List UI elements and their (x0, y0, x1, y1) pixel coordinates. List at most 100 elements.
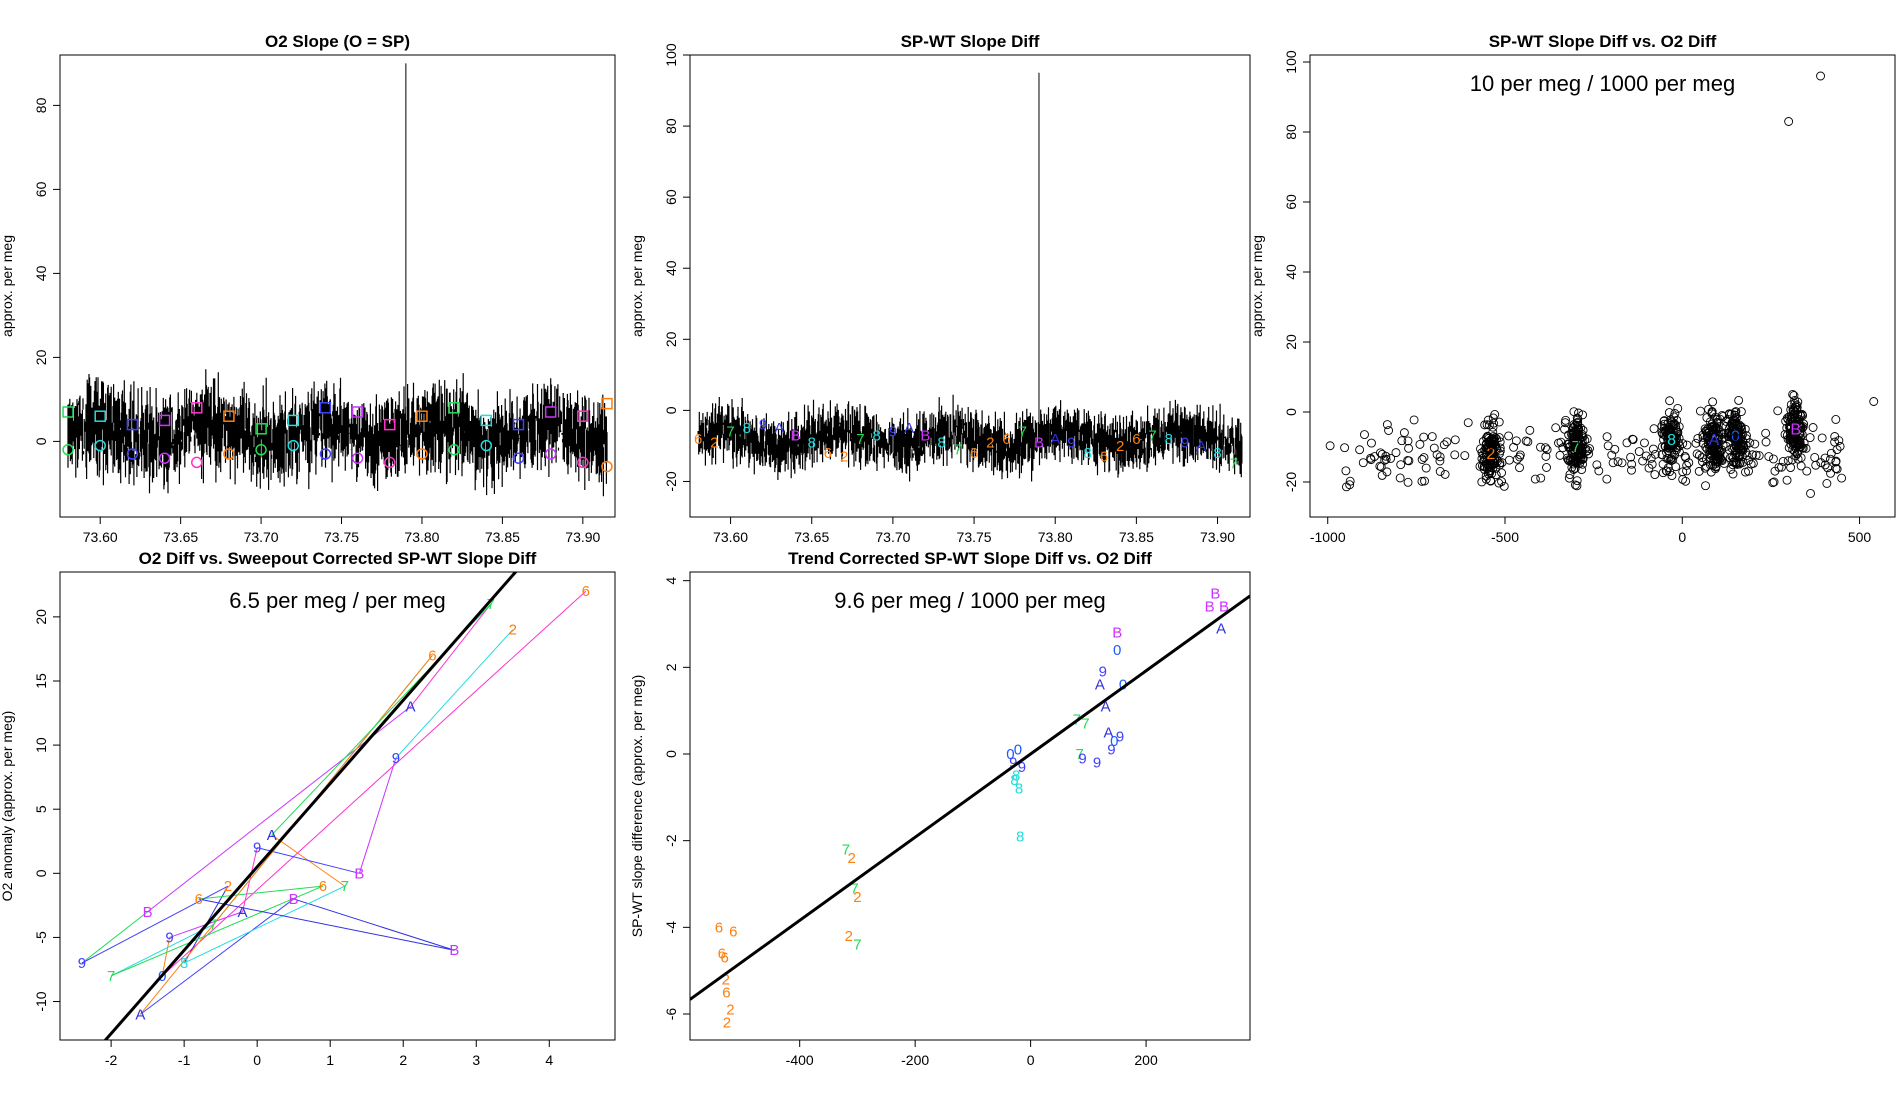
scatter-point (1727, 443, 1737, 453)
point-label: A (1216, 620, 1226, 637)
scatter-point (1665, 396, 1675, 406)
y-tick-label: 5 (33, 805, 49, 813)
y-tick-label: 100 (1283, 50, 1299, 74)
square-marker (62, 406, 74, 418)
x-tick-label: -400 (786, 1052, 814, 1068)
panel-o2-diff-vs-sweepout: O2 Diff vs. Sweepout Corrected SP-WT Slo… (0, 549, 616, 1068)
scatter-point (1366, 455, 1376, 465)
y-tick-label: 0 (33, 869, 49, 877)
connector-line (110, 885, 324, 977)
y-axis-label: O2 anomaly (approx. per meg) (0, 711, 15, 902)
x-tick-label: 4 (545, 1052, 553, 1068)
scatter-point (1450, 450, 1460, 460)
point-label: 8 (1015, 781, 1023, 798)
plot-area: 97AB098672A9AB67B9A6B726 (78, 572, 590, 1040)
scatter-point (1603, 441, 1613, 451)
scatter-point (1420, 476, 1429, 486)
scatter-point (1439, 440, 1449, 450)
point-label: 2 (722, 971, 730, 988)
scatter-point (1610, 444, 1620, 454)
scatter-point (1796, 461, 1806, 471)
point-label: 8 (1012, 768, 1020, 785)
scatter-point (1792, 449, 1802, 459)
scatter-point (1826, 454, 1835, 464)
scatter-point (1435, 467, 1445, 476)
scatter-point (1658, 468, 1668, 478)
scatter-point (1705, 445, 1715, 455)
x-tick-label: -1000 (1310, 529, 1346, 545)
cluster-label: 8 (1667, 432, 1676, 449)
y-tick-label: 20 (33, 349, 49, 365)
point-label: 9 (392, 750, 400, 767)
scatter-point (1712, 418, 1722, 428)
scatter-point (1427, 432, 1437, 442)
scatter-point (1578, 454, 1588, 464)
point-label: 8 (1213, 445, 1221, 462)
circle-marker (94, 439, 106, 452)
scatter-point (1810, 452, 1820, 462)
x-tick-label: 73.75 (324, 529, 359, 545)
scatter-point (1382, 467, 1392, 477)
scatter-point (1721, 416, 1731, 426)
scatter-point (1694, 466, 1704, 476)
y-tick-label: 80 (663, 118, 679, 134)
y-tick-label: 40 (1283, 264, 1299, 280)
point-label: 6 (428, 647, 436, 664)
square-marker (190, 402, 203, 414)
point-label: 9 (1078, 750, 1086, 767)
connector-line (81, 911, 148, 964)
connector-line (183, 885, 346, 964)
panel-trend-corrected: Trend Corrected SP-WT Slope Diff vs. O2 … (629, 549, 1251, 1068)
scatter-point (1575, 450, 1585, 460)
circle-marker (190, 456, 203, 469)
scatter-point (1560, 424, 1570, 434)
x-tick-label: 73.70 (244, 529, 279, 545)
scatter-point (1495, 446, 1505, 456)
scatter-point (1832, 464, 1842, 474)
scatter-point (1395, 473, 1405, 483)
y-tick-label: 0 (663, 750, 679, 758)
point-label: 6 (319, 878, 327, 895)
point-label: 2 (509, 622, 517, 639)
scatter-point (1720, 433, 1730, 442)
scatter-point (1790, 404, 1800, 414)
scatter-point (1463, 418, 1473, 428)
scatter-point (1509, 442, 1519, 452)
scatter-point (1578, 459, 1588, 469)
scatter-point (1777, 462, 1786, 472)
point-label: 7 (1081, 716, 1089, 733)
scatter-point (1525, 425, 1535, 435)
circle-marker (544, 448, 557, 460)
cluster-label: B (1790, 422, 1801, 439)
circle-marker (351, 452, 364, 464)
scatter-point (1483, 431, 1492, 441)
scatter-point (1542, 445, 1552, 455)
chart-title: O2 Diff vs. Sweepout Corrected SP-WT Slo… (139, 549, 537, 568)
scatter-point (1608, 458, 1618, 468)
point-label: 6 (582, 583, 590, 600)
point-label: 9 (165, 929, 173, 946)
scatter-point (1536, 473, 1546, 483)
point-label: B (354, 865, 364, 882)
y-tick-label: -4 (663, 921, 679, 934)
scatter-point (1806, 489, 1815, 498)
point-label: 0 (1014, 742, 1022, 759)
scatter-point (1607, 450, 1617, 460)
scatter-point (1421, 463, 1431, 473)
scatter-point (1708, 397, 1718, 407)
y-tick-label: 60 (33, 181, 49, 197)
circle-marker (126, 448, 139, 460)
scatter-point (1692, 449, 1702, 459)
scatter-point (1641, 451, 1651, 461)
scatter-point (1488, 413, 1498, 423)
chart-title: SP-WT Slope Diff (901, 32, 1040, 51)
scatter-point (1734, 432, 1744, 442)
scatter-point (1830, 437, 1840, 447)
square-marker (287, 414, 300, 427)
point-label: 7 (107, 968, 115, 985)
scatter-point (1484, 461, 1494, 471)
point-label: 2 (847, 850, 855, 867)
scatter-point (1831, 457, 1841, 467)
